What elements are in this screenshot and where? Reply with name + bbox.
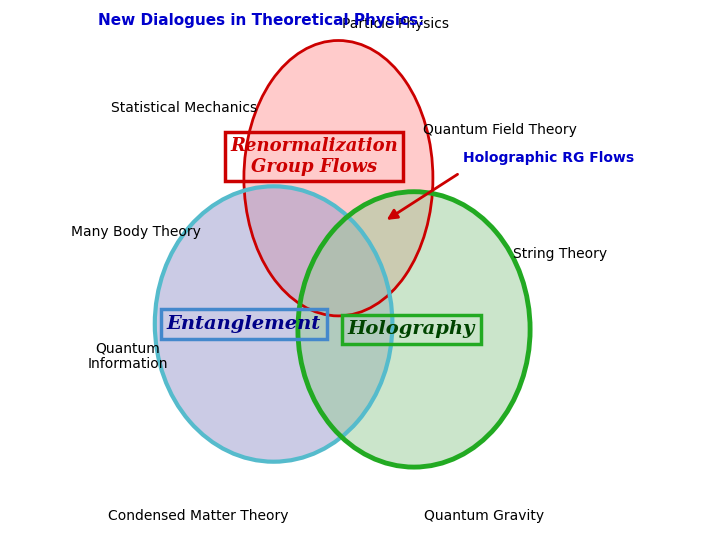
Ellipse shape xyxy=(298,192,530,467)
Text: Statistical Mechanics: Statistical Mechanics xyxy=(112,101,258,115)
Text: Particle Physics: Particle Physics xyxy=(341,17,449,31)
Text: Quantum Gravity: Quantum Gravity xyxy=(424,509,544,523)
Text: Holographic RG Flows: Holographic RG Flows xyxy=(462,151,634,165)
Text: Many Body Theory: Many Body Theory xyxy=(71,225,201,239)
Text: Renormalization
Group Flows: Renormalization Group Flows xyxy=(230,137,398,176)
Ellipse shape xyxy=(244,40,433,316)
Text: Holography: Holography xyxy=(348,320,475,339)
Text: Condensed Matter Theory: Condensed Matter Theory xyxy=(108,509,288,523)
Ellipse shape xyxy=(155,186,392,462)
Text: String Theory: String Theory xyxy=(513,247,607,261)
Text: Quantum
Information: Quantum Information xyxy=(88,341,168,372)
Text: Quantum Field Theory: Quantum Field Theory xyxy=(423,123,577,137)
Text: Entanglement: Entanglement xyxy=(167,315,321,333)
Text: New Dialogues in Theoretical Physics:: New Dialogues in Theoretical Physics: xyxy=(98,14,424,29)
